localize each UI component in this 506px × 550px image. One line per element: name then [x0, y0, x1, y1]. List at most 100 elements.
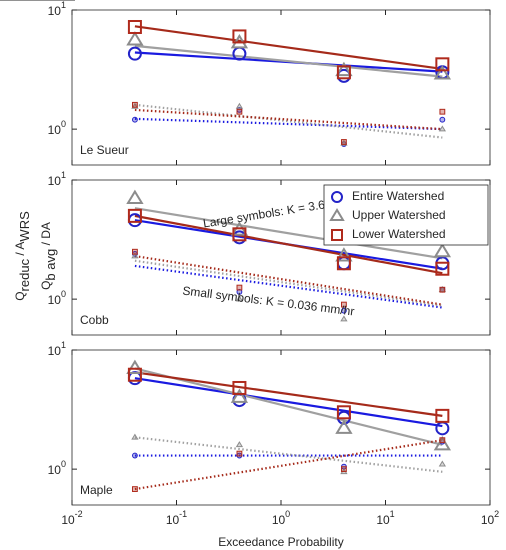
marker — [235, 102, 244, 109]
marker — [131, 433, 139, 440]
marker — [439, 108, 446, 115]
marker — [132, 116, 138, 123]
fit-line — [134, 371, 443, 417]
marker — [341, 139, 347, 145]
marker — [236, 108, 243, 115]
marker — [132, 486, 138, 492]
fit-line — [134, 44, 443, 78]
marker — [127, 208, 142, 223]
marker — [236, 450, 243, 457]
legend-label: Lower Watershed — [352, 227, 446, 241]
marker — [433, 242, 452, 258]
marker — [126, 189, 144, 204]
y-tick-label-base: 10 — [48, 463, 62, 477]
legend-marker — [331, 191, 343, 203]
x-tick-label-exponent: -1 — [179, 509, 187, 519]
y-tick-label: 100 — [48, 120, 66, 138]
x-tick-label-base: 10 — [376, 513, 390, 527]
marker — [438, 285, 447, 293]
legend-marker — [331, 229, 343, 241]
x-tick-label: 100 — [272, 509, 290, 527]
y-tick-label: 101 — [48, 170, 66, 188]
x-tick-label-exponent: 2 — [494, 509, 499, 519]
fit-line — [134, 377, 443, 428]
marker — [230, 388, 249, 403]
marker — [235, 441, 244, 448]
marker — [132, 101, 138, 108]
x-axis-label: Exceedance Probability — [218, 535, 343, 549]
fit-line — [134, 117, 443, 131]
x-tick-label-exponent: 0 — [285, 509, 290, 519]
marker — [132, 248, 138, 255]
marker — [336, 405, 351, 420]
y-label-part: Q — [13, 291, 27, 300]
fit-line — [134, 207, 443, 260]
marker — [127, 367, 142, 382]
marker — [126, 31, 144, 46]
y-tick-label-exponent: 0 — [61, 290, 66, 300]
fit-line — [134, 214, 443, 275]
marker — [435, 261, 450, 276]
marker — [132, 452, 138, 459]
legend-label: Upper Watershed — [352, 208, 446, 222]
y-label-part: reduc — [17, 258, 32, 291]
x-tick-label: 10-1 — [166, 509, 187, 527]
marker — [335, 419, 353, 434]
plot-area — [71, 9, 491, 166]
marker — [236, 284, 243, 291]
y-tick-label-base: 10 — [48, 4, 62, 18]
y-tick-label-exponent: 0 — [61, 120, 66, 130]
marker — [335, 61, 353, 77]
y-tick-label: 101 — [48, 340, 66, 358]
y-tick-label-exponent: 1 — [61, 340, 66, 350]
marker — [341, 466, 347, 473]
panel-label: Cobb — [80, 313, 109, 327]
y-tick-label: 101 — [48, 0, 66, 18]
marker — [335, 247, 353, 262]
y-label-part: b avg — [43, 249, 58, 281]
x-tick-label-exponent: 1 — [390, 509, 395, 519]
marker — [127, 19, 142, 34]
marker — [232, 380, 247, 395]
x-tick-label-base: 10 — [166, 513, 180, 527]
marker — [341, 307, 347, 314]
x-tick-label-exponent: -2 — [75, 509, 83, 519]
marker — [439, 116, 446, 123]
legend-marker — [329, 208, 345, 221]
marker — [336, 256, 351, 271]
x-tick-label: 102 — [481, 509, 499, 527]
marker — [439, 286, 446, 293]
y-tick-label-exponent: 1 — [61, 170, 66, 180]
marker — [340, 315, 348, 322]
y-tick-label-exponent: 0 — [61, 460, 66, 470]
marker — [232, 29, 247, 44]
marker — [439, 437, 446, 444]
y-tick-label-base: 10 — [48, 174, 62, 188]
legend-label: Entire Watershed — [352, 189, 444, 203]
y-label-part: WRS — [17, 211, 32, 242]
y-label-part: / DA — [39, 222, 53, 249]
y-label-part: Q — [39, 281, 53, 290]
x-tick-label: 101 — [376, 509, 394, 527]
x-tick-label-base: 10 — [272, 513, 286, 527]
panel-label: Maple — [80, 483, 113, 497]
marker — [433, 435, 452, 451]
y-label-numerator: Qreduc / AWRS — [13, 211, 32, 301]
y-tick-label-base: 10 — [48, 293, 62, 307]
marker — [435, 57, 450, 72]
legend-box — [323, 184, 489, 246]
marker — [126, 359, 144, 374]
marker — [433, 65, 452, 80]
marker — [232, 227, 247, 242]
y-label-denominator: Qb avg / DA — [39, 222, 58, 290]
fit-line — [134, 367, 443, 446]
x-tick-label-base: 10 — [61, 513, 75, 527]
panel-label: Le Sueur — [80, 143, 129, 157]
x-tick-label: 10-2 — [61, 509, 82, 527]
marker — [435, 408, 450, 423]
marker — [336, 65, 351, 80]
y-tick-label-exponent: 1 — [61, 0, 66, 10]
y-label-part: / A — [13, 242, 27, 259]
